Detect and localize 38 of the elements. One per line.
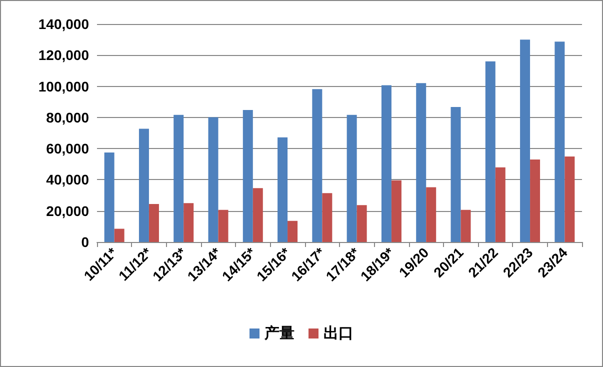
bar <box>114 228 124 242</box>
bar <box>288 220 298 242</box>
bar <box>138 128 149 242</box>
bar <box>520 40 530 242</box>
y-tick-label: 20,000 <box>46 202 90 219</box>
y-tick-label: 80,000 <box>46 109 90 126</box>
bar <box>495 167 506 242</box>
bar <box>312 89 322 242</box>
y-tick-label: 60,000 <box>46 140 90 157</box>
bar <box>322 193 332 242</box>
bar <box>208 117 218 242</box>
bar <box>530 159 540 242</box>
bar <box>460 210 471 242</box>
bar <box>564 156 575 242</box>
legend-label: 出口 <box>324 325 354 342</box>
bar <box>554 42 565 242</box>
bar <box>485 61 496 242</box>
bar <box>104 152 114 242</box>
bar <box>218 210 228 242</box>
bar <box>426 187 436 242</box>
bar <box>416 83 426 242</box>
y-tick-label: 0 <box>81 234 90 250</box>
y-tick-label: 100,000 <box>38 78 90 94</box>
bar <box>381 85 392 242</box>
bar <box>356 205 367 242</box>
bar <box>242 110 253 242</box>
y-tick-label: 140,000 <box>38 16 90 32</box>
bar <box>450 106 461 242</box>
bar <box>148 204 159 242</box>
bar <box>252 188 263 242</box>
bar <box>391 180 402 242</box>
bar <box>346 114 357 242</box>
bar <box>174 114 184 242</box>
legend-label: 产量 <box>264 325 294 342</box>
bar <box>184 203 194 242</box>
y-tick-label: 40,000 <box>46 172 90 188</box>
y-tick-label: 120,000 <box>38 47 90 64</box>
bar <box>278 137 288 242</box>
